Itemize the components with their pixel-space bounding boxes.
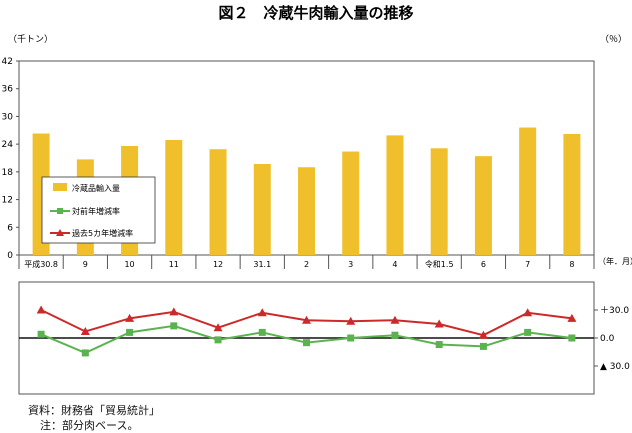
point-marker-2 [125, 313, 135, 322]
point-marker-1 [37, 330, 45, 338]
legend-label-green: 対前年増減率 [72, 206, 120, 216]
point-marker-2 [434, 319, 444, 328]
x-tick-label: 3 [348, 260, 353, 269]
note-text: 注：部分肉ベース。 [40, 419, 139, 432]
point-marker-2 [36, 305, 46, 314]
y-unit-right: （％） [600, 34, 627, 45]
y-tick-label-top: 42 [2, 57, 13, 67]
x-axis: 平成30.8 9 10 11 12 31.1 2 3 4 令和1.5 6 7 8 [18, 255, 595, 269]
x-tick-label: 2 [304, 260, 309, 269]
legend-marker-green [57, 208, 63, 214]
bar [430, 148, 448, 255]
point-marker-1 [126, 328, 134, 336]
point-marker-1 [568, 334, 576, 342]
point-marker-1 [81, 349, 89, 357]
point-marker-1 [303, 339, 310, 347]
y-tick-label-top: 6 [7, 223, 13, 233]
x-unit-label: （年．月） [598, 256, 632, 266]
point-marker-2 [346, 316, 356, 325]
point-marker-2 [567, 313, 577, 322]
bar [253, 164, 271, 255]
x-tick-label: 31.1 [253, 260, 271, 269]
y-tick-label-top: 0 [7, 251, 13, 261]
point-marker-1 [479, 342, 487, 350]
x-tick-label: 12 [213, 260, 223, 269]
legend: 冷蔵品輸入量 対前年増減率 過去5カ年増減率 [41, 176, 156, 244]
x-tick-label: 8 [569, 260, 574, 269]
x-tick-label: 10 [124, 260, 134, 269]
point-marker-2 [80, 326, 90, 335]
y-tick-label-top: 36 [2, 85, 14, 95]
point-marker-2 [523, 308, 533, 317]
legend-label-bar: 冷蔵品輸入量 [72, 183, 120, 193]
y-tick-label-top: 24 [2, 140, 14, 150]
point-marker-2 [169, 307, 179, 316]
point-marker-1 [170, 322, 178, 330]
y-axis-top: 0 6 12 18 24 30 36 42 [2, 57, 19, 261]
x-tick-label: 6 [481, 260, 486, 269]
y-tick-label-bottom: ▲ 30.0 [600, 362, 630, 372]
point-marker-2 [390, 315, 400, 324]
point-marker-2 [478, 330, 488, 339]
bar [165, 139, 183, 255]
bar [298, 167, 315, 255]
point-marker-2 [257, 308, 267, 317]
point-marker-1 [347, 334, 355, 342]
x-tick-label: 令和1.5 [425, 259, 454, 269]
y-tick-label-top: 12 [2, 196, 13, 206]
x-tick-label: 7 [525, 260, 530, 269]
bar [386, 135, 404, 255]
y-tick-label-top: 18 [2, 168, 14, 178]
x-tick-label: 平成30.8 [24, 259, 58, 269]
source-text: 資料：財務省「貿易統計」 [28, 404, 160, 417]
y-axis-bottom: ＋30.0 0.0 ▲ 30.0 [594, 305, 630, 372]
chart-title: 図２ 冷蔵牛肉輸入量の推移 [218, 4, 413, 22]
y-tick-label-bottom: 0.0 [600, 334, 615, 344]
legend-swatch-bar [53, 183, 67, 191]
legend-label-red: 過去5カ年増減率 [72, 228, 133, 238]
point-marker-2 [302, 315, 311, 324]
x-tick-label: 9 [83, 260, 88, 269]
x-tick-label: 4 [392, 260, 397, 269]
bar [474, 156, 492, 255]
bar [209, 149, 227, 255]
point-marker-1 [391, 331, 399, 339]
y-tick-label-bottom: ＋30.0 [600, 305, 629, 316]
point-marker-1 [524, 328, 532, 336]
line-series [36, 305, 577, 357]
point-marker-1 [435, 341, 443, 349]
y-tick-label-top: 30 [2, 112, 14, 122]
bar [519, 127, 537, 255]
x-tick-label: 11 [169, 260, 179, 269]
bar [342, 151, 360, 255]
bar [563, 133, 581, 255]
point-marker-1 [214, 336, 222, 344]
legend-marker-red [56, 229, 64, 236]
point-marker-2 [213, 323, 223, 332]
point-marker-1 [258, 328, 266, 336]
y-unit-left: （千トン） [8, 34, 53, 45]
